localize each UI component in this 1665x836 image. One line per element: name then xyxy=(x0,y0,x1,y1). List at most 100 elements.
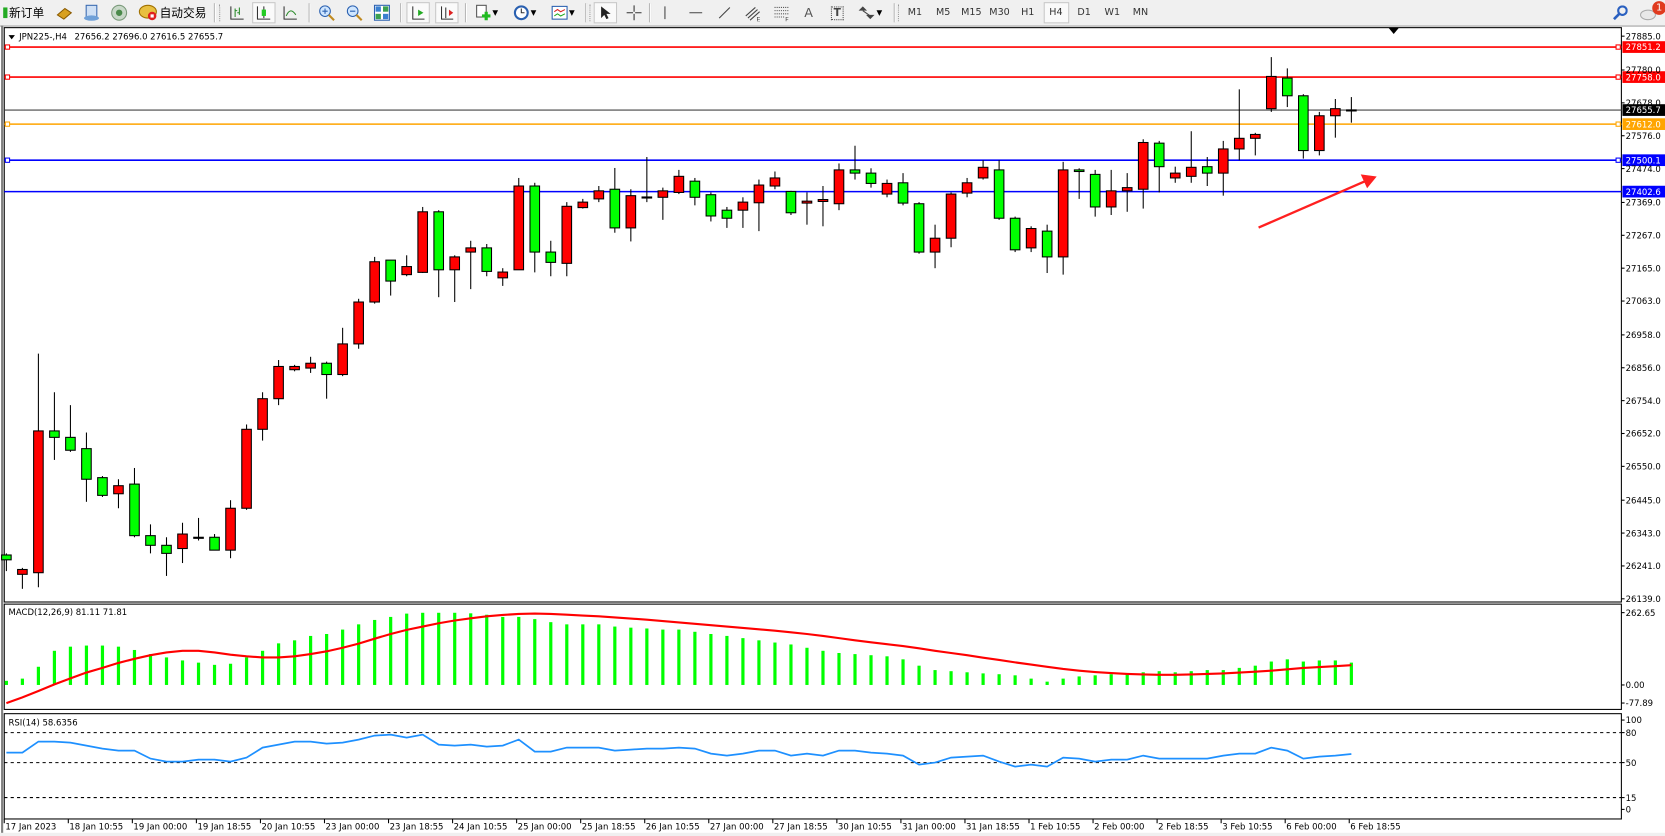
candle-body xyxy=(65,436,76,451)
candle-body xyxy=(481,247,493,272)
level-handle-right[interactable] xyxy=(1615,44,1621,50)
macd-histogram-bar xyxy=(917,665,921,685)
horizontal-line-level[interactable]: 27612.0 xyxy=(4,118,1665,130)
macd-histogram-bar xyxy=(1061,678,1065,685)
equidistant-channel-button[interactable]: E xyxy=(742,2,765,23)
signals-button[interactable] xyxy=(109,2,130,23)
notifications-button[interactable] xyxy=(1636,2,1662,23)
level-handle-left[interactable] xyxy=(4,74,11,80)
candle-body xyxy=(913,203,925,253)
candle-body xyxy=(641,196,653,199)
timeframe-m15[interactable]: M15 xyxy=(961,7,982,19)
macd-histogram-bar xyxy=(132,649,137,685)
macd-histogram-bar xyxy=(629,627,633,685)
add-indicator-button[interactable]: ▼ xyxy=(469,2,503,23)
zoom-in-button[interactable] xyxy=(315,2,338,23)
macd-histogram-bar xyxy=(1205,670,1209,685)
candle-down xyxy=(145,524,156,554)
horizontal-line-button[interactable] xyxy=(684,2,707,23)
horizontal-line-level[interactable]: 27500.1 xyxy=(4,154,1665,166)
macd-histogram-bar xyxy=(276,643,281,685)
candle-up xyxy=(417,206,429,274)
chart-shift-marker[interactable] xyxy=(1388,27,1400,35)
trend-line-button[interactable] xyxy=(713,2,736,23)
price-axis-label: 26550.0 xyxy=(1626,463,1661,473)
candle-body xyxy=(593,190,605,200)
level-handle-right[interactable] xyxy=(1615,157,1621,163)
candle-body xyxy=(1169,172,1181,179)
macd-histogram-bar xyxy=(517,616,521,685)
price-axis-label: 27780.0 xyxy=(1626,66,1661,76)
candle-body xyxy=(353,301,364,345)
candle-down xyxy=(81,432,92,502)
timeframe-h1[interactable]: H1 xyxy=(1021,7,1035,19)
trend-line-icon xyxy=(718,7,731,19)
candle-body xyxy=(81,448,92,480)
fibonacci-button[interactable]: F xyxy=(770,2,793,23)
candlestick-chart-button[interactable] xyxy=(252,2,276,24)
level-handle-left[interactable] xyxy=(4,157,11,163)
collapse-triangle-icon[interactable] xyxy=(8,35,15,40)
periods-button[interactable]: ▼ xyxy=(507,2,541,23)
rsi-pane: 100 80 50 15 0 xyxy=(4,716,1642,816)
macd-histogram-bar xyxy=(373,619,377,685)
candle-down xyxy=(689,177,701,206)
level-handle-left[interactable] xyxy=(4,121,11,127)
chart-shift-button[interactable] xyxy=(435,2,459,24)
candle-body xyxy=(129,483,140,537)
level-price-tag xyxy=(1622,41,1665,53)
crosshair-icon xyxy=(626,5,642,21)
annotation-arrow[interactable] xyxy=(1258,174,1377,229)
time-axis-label: 25 Jan 00:00 xyxy=(518,823,572,833)
level-handle-left[interactable] xyxy=(4,44,11,50)
macd-histogram-bar xyxy=(677,629,681,685)
candle-up xyxy=(193,517,204,541)
cursor-button[interactable] xyxy=(593,2,618,24)
timeframe-m1[interactable]: M1 xyxy=(907,7,923,19)
text-tool-button[interactable]: A xyxy=(797,2,820,23)
zoom-out-button[interactable] xyxy=(343,2,366,23)
macd-histogram-bar xyxy=(405,613,409,685)
timeframe-d1[interactable]: D1 xyxy=(1077,7,1091,19)
macd-histogram-bar xyxy=(1253,665,1257,685)
bar-chart-button[interactable] xyxy=(226,2,249,23)
new-order-button[interactable]: 新订单 xyxy=(0,2,47,23)
timeframe-m30[interactable]: M30 xyxy=(989,7,1010,19)
timeframe-mn[interactable]: MN xyxy=(1132,7,1149,19)
horizontal-line-level[interactable]: 27758.0 xyxy=(4,71,1665,83)
search-button[interactable] xyxy=(1610,2,1631,23)
market-watch-button[interactable] xyxy=(53,2,74,23)
candle-up xyxy=(817,186,829,227)
timeframe-w1[interactable]: W1 xyxy=(1104,7,1121,19)
notification-badge: 1 xyxy=(1652,1,1665,15)
templates-button[interactable]: ▼ xyxy=(546,2,580,23)
horizontal-line-level[interactable]: 27402.6 xyxy=(4,185,1665,198)
macd-histogram-bar xyxy=(805,647,809,685)
candle-body xyxy=(1121,187,1133,192)
candle-body xyxy=(545,251,557,263)
auto-scroll-button[interactable] xyxy=(406,2,430,24)
tile-windows-button[interactable] xyxy=(370,2,393,23)
text-label-button[interactable]: T xyxy=(826,2,849,23)
rsi-axis-label: 80 xyxy=(1626,729,1637,739)
price-axis-label: 26445.0 xyxy=(1626,496,1661,506)
arrows-button[interactable]: ▼ xyxy=(853,2,887,23)
macd-histogram-bar xyxy=(1141,672,1145,685)
candle-up xyxy=(945,192,957,248)
data-window-button[interactable] xyxy=(81,2,102,23)
chevron-down-icon: ▼ xyxy=(568,8,575,18)
horizontal-line-level[interactable]: 27851.2 xyxy=(4,41,1665,53)
macd-histogram-bar xyxy=(1301,661,1305,685)
macd-histogram-bar xyxy=(837,653,841,685)
timeframe-h4[interactable]: H4 xyxy=(1043,2,1069,24)
candle-up xyxy=(737,197,749,228)
level-handle-right[interactable] xyxy=(1615,74,1621,80)
vertical-line-button[interactable] xyxy=(653,2,676,23)
auto-trading-button[interactable]: 自动交易 xyxy=(135,2,209,23)
line-chart-button[interactable] xyxy=(279,2,302,23)
timeframe-m5[interactable]: M5 xyxy=(935,7,951,19)
crosshair-button[interactable] xyxy=(622,2,645,23)
svg-text:F: F xyxy=(785,15,789,21)
level-handle-right[interactable] xyxy=(1615,121,1621,127)
